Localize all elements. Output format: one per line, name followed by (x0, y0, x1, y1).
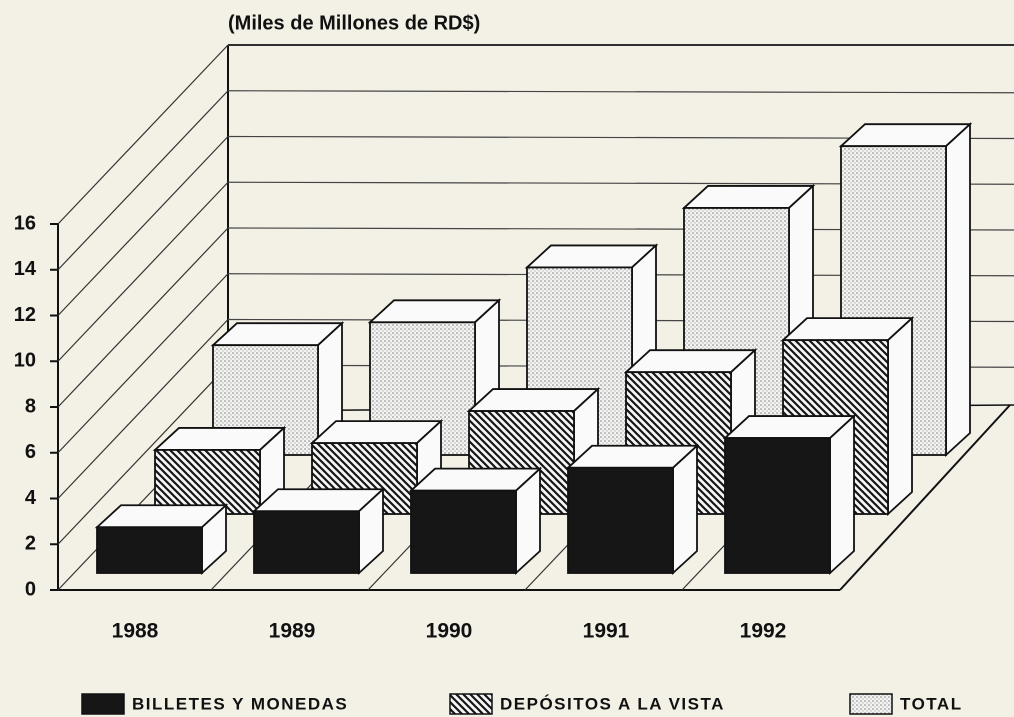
bar-side (945, 122, 971, 458)
grid-line (57, 44, 229, 225)
x-tick-label: 1988 (112, 620, 159, 643)
bar (410, 489, 517, 574)
bar (724, 437, 831, 574)
legend-label: TOTAL (900, 694, 963, 713)
legend-swatch (849, 693, 893, 715)
bar-side (672, 443, 698, 576)
y-tick-label: 10 (14, 350, 36, 372)
floor-right (839, 404, 1011, 591)
grid-line (57, 273, 229, 454)
grid-line (57, 136, 229, 316)
grid-line (57, 181, 229, 362)
y-tick-label: 14 (14, 258, 37, 280)
x-tick-label: 1991 (583, 620, 630, 643)
y-tick-label: 6 (25, 441, 36, 463)
grid-line (57, 319, 229, 499)
bar-side (829, 413, 855, 576)
x-tick-label: 1990 (426, 620, 473, 643)
legend-label: DEPÓSITOS A LA VISTA (500, 694, 725, 713)
bar (253, 510, 360, 574)
y-tick-label: 2 (25, 533, 36, 555)
chart-title: (Miles de Millones de RD$) (228, 12, 480, 34)
grid-line (57, 364, 229, 545)
grid-line (57, 90, 229, 271)
legend-label: BILLETES Y MONEDAS (132, 694, 348, 713)
y-tick-label: 0 (25, 578, 36, 600)
y-tick-label: 16 (14, 212, 36, 234)
grid-line (57, 227, 229, 408)
bar-side (887, 316, 913, 517)
bar (96, 526, 203, 574)
legend-swatch (81, 693, 125, 715)
x-tick-label: 1992 (740, 620, 787, 643)
y-tick-label: 4 (25, 487, 37, 509)
legend: BILLETES Y MONEDAS DEPÓSITOS A LA VISTA TO… (81, 693, 963, 715)
bar (567, 466, 674, 574)
y-tick-label: 12 (14, 304, 36, 326)
legend-swatch (449, 693, 493, 715)
y-tick-label: 8 (25, 395, 36, 417)
grid-line (227, 90, 1014, 94)
x-tick-label: 1989 (269, 620, 316, 643)
